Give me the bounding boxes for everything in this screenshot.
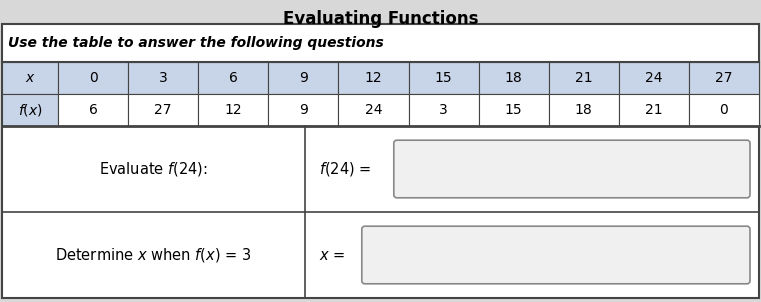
Text: 24: 24 <box>645 71 663 85</box>
Text: 21: 21 <box>645 103 663 117</box>
Bar <box>409 94 479 126</box>
Bar <box>689 62 759 94</box>
Text: 3: 3 <box>159 71 167 85</box>
FancyBboxPatch shape <box>393 140 750 198</box>
Text: 12: 12 <box>224 103 242 117</box>
Text: 21: 21 <box>575 71 593 85</box>
Bar <box>619 94 689 126</box>
Bar <box>689 94 759 126</box>
Text: Evaluating Functions: Evaluating Functions <box>283 10 478 28</box>
Text: 18: 18 <box>575 103 593 117</box>
Text: 3: 3 <box>439 103 448 117</box>
Bar <box>2 62 58 94</box>
Bar <box>2 94 58 126</box>
Bar <box>409 62 479 94</box>
Text: 0: 0 <box>720 103 728 117</box>
Text: 18: 18 <box>505 71 523 85</box>
Bar <box>58 94 128 126</box>
Bar <box>549 62 619 94</box>
Text: Use the table to answer the following questions: Use the table to answer the following qu… <box>8 36 384 50</box>
Bar <box>128 62 198 94</box>
Text: 15: 15 <box>505 103 523 117</box>
Bar <box>269 94 339 126</box>
Text: 24: 24 <box>365 103 382 117</box>
Text: 9: 9 <box>299 71 307 85</box>
Bar <box>479 62 549 94</box>
Bar <box>339 62 409 94</box>
Text: $x$: $x$ <box>24 71 35 85</box>
Bar <box>479 94 549 126</box>
Bar <box>128 94 198 126</box>
Text: 9: 9 <box>299 103 307 117</box>
Bar <box>549 94 619 126</box>
Bar <box>339 94 409 126</box>
Text: 6: 6 <box>88 103 97 117</box>
Text: $x$ =: $x$ = <box>319 248 345 262</box>
Text: 6: 6 <box>229 71 237 85</box>
Bar <box>198 94 269 126</box>
Bar <box>619 62 689 94</box>
Text: $f$(24) =: $f$(24) = <box>319 160 371 178</box>
Text: Evaluate $f$(24):: Evaluate $f$(24): <box>99 160 208 178</box>
Bar <box>198 62 269 94</box>
Text: Determine $x$ when $f$($x$) = 3: Determine $x$ when $f$($x$) = 3 <box>55 246 252 264</box>
FancyBboxPatch shape <box>361 226 750 284</box>
Text: 15: 15 <box>435 71 452 85</box>
Bar <box>58 62 128 94</box>
Text: 27: 27 <box>154 103 172 117</box>
Text: 27: 27 <box>715 71 733 85</box>
Text: $f(x)$: $f(x)$ <box>18 102 43 118</box>
Text: 0: 0 <box>89 71 97 85</box>
Text: 12: 12 <box>365 71 382 85</box>
Bar <box>269 62 339 94</box>
